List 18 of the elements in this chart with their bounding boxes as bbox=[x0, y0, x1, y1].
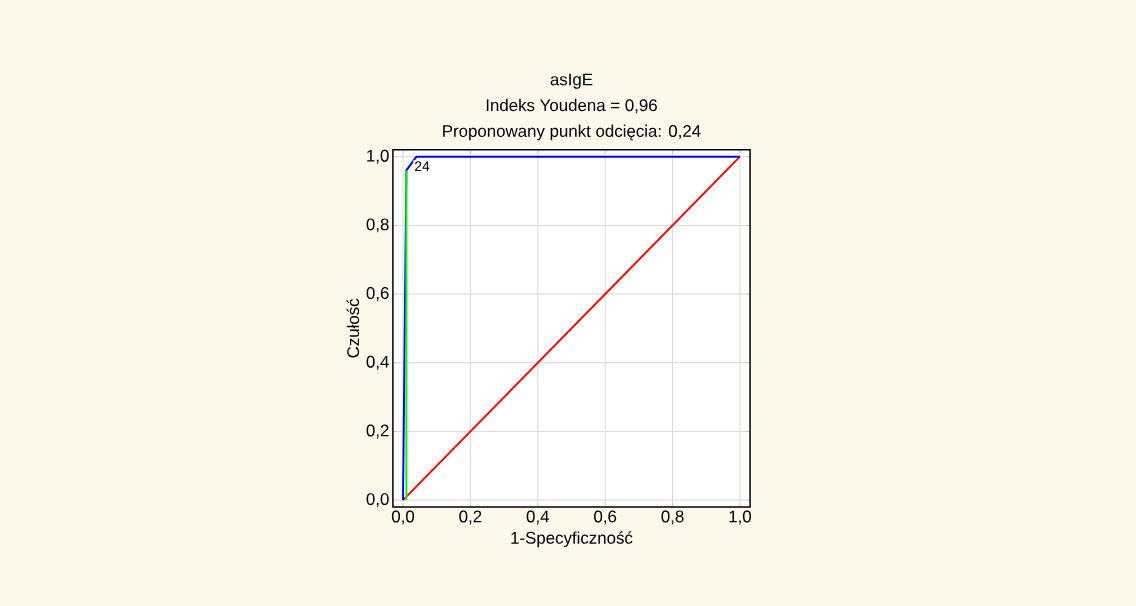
x-tick-label: 0,4 bbox=[526, 510, 550, 525]
text: Proponowany punkt odcięcia: 0,24 bbox=[443, 124, 701, 141]
x-tick-label: 0,0 bbox=[391, 510, 415, 525]
y-tick-label: 0,6 bbox=[366, 286, 389, 301]
annotation: 24 bbox=[415, 161, 430, 171]
x-tick-label: 0,2 bbox=[459, 510, 482, 525]
y-tick-label: 0,8 bbox=[366, 218, 389, 233]
y-tick-label: 0,2 bbox=[366, 424, 389, 439]
x-tick-label: 1,0 bbox=[729, 510, 752, 525]
y-axis-title: Czułość bbox=[346, 298, 360, 358]
x-axis-title: 1-Specyficzność bbox=[511, 531, 633, 548]
y-tick-label: 0,0 bbox=[366, 493, 389, 507]
x-tick-label: 0,6 bbox=[594, 510, 617, 525]
y-tick-label: 1,0 bbox=[367, 149, 389, 164]
chart-subtitle: Indeks Youdena = 0,96 bbox=[486, 98, 657, 114]
y-tick-label: 0,4 bbox=[366, 355, 389, 370]
x-tick-label: 0,8 bbox=[661, 510, 684, 525]
chart-title: asIgE bbox=[550, 73, 593, 89]
